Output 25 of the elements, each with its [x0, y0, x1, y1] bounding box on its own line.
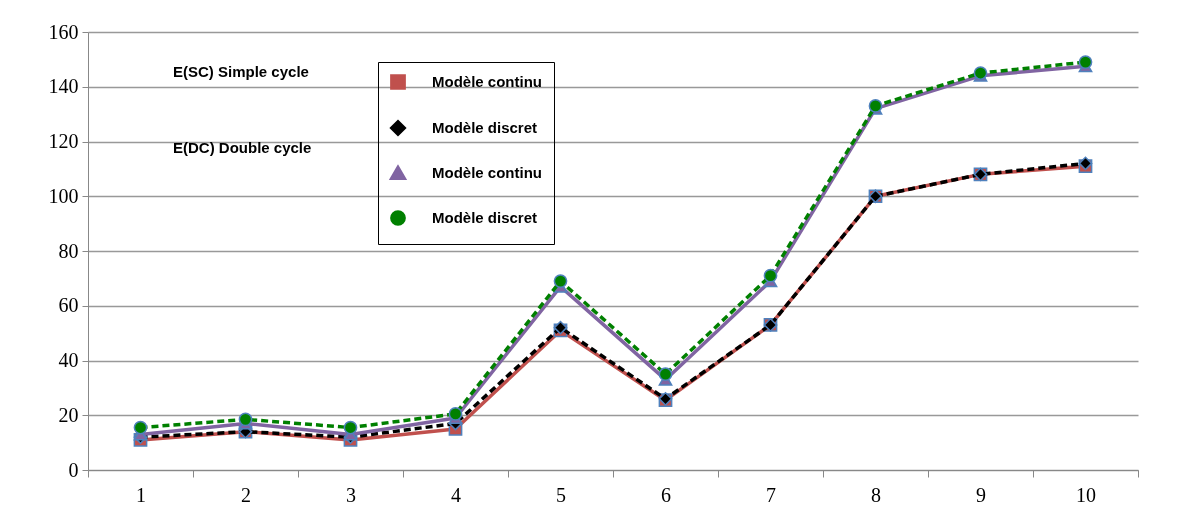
- y-tick-label: 140: [48, 75, 79, 98]
- annotation: E(SC) Simple cycle: [173, 63, 309, 80]
- x-tick-label: 8: [871, 483, 881, 506]
- x-tick-label: 9: [976, 483, 986, 506]
- x-tick-label: 5: [556, 483, 566, 506]
- x-tick-label: 4: [451, 483, 461, 506]
- y-tick-label: 20: [58, 403, 79, 426]
- legend-label: Modèle discret: [432, 209, 538, 226]
- x-tick-label: 2: [241, 483, 251, 506]
- y-tick-label: 80: [58, 239, 79, 262]
- x-tick-label: 10: [1076, 483, 1096, 506]
- x-tick-label: 6: [661, 483, 671, 506]
- legend-label: Modèle continu: [432, 164, 542, 181]
- legend-label: Modèle discret: [432, 119, 538, 136]
- y-tick-label: 40: [58, 349, 79, 371]
- y-tick-label: 120: [48, 130, 79, 152]
- y-tick-label: 160: [48, 20, 79, 43]
- y-tick-label: 60: [58, 294, 79, 317]
- x-tick-label: 7: [766, 483, 776, 506]
- x-tick-label: 3: [346, 483, 356, 506]
- x-tick-label: 1: [136, 483, 146, 506]
- y-tick-label: 100: [48, 184, 79, 207]
- y-tick-label: 0: [68, 458, 79, 481]
- legend-label: Modèle continu: [432, 73, 542, 90]
- annotation: E(DC) Double cycle: [173, 139, 312, 156]
